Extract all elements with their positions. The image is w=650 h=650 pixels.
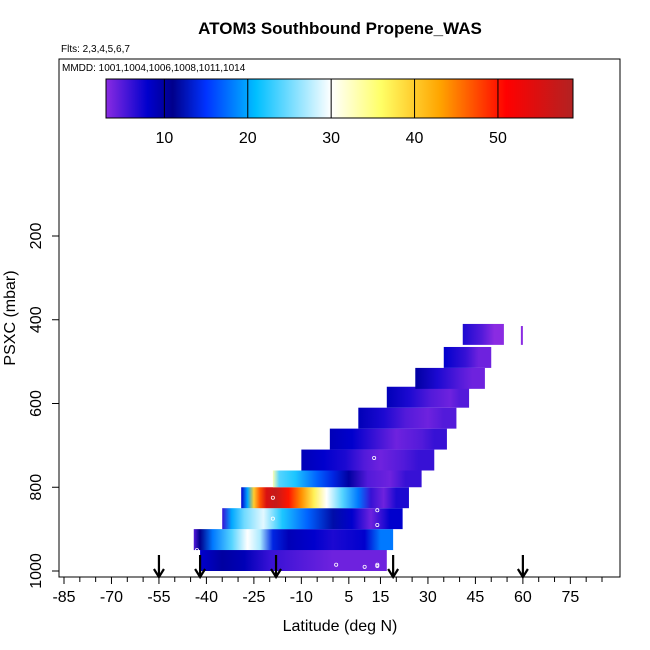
x-tick-label: 45 [467, 589, 485, 606]
flights-note: Flts: 2,3,4,5,6,7 [61, 44, 130, 55]
heatmap-cell [329, 428, 447, 450]
down-arrow-icon [387, 555, 400, 580]
x-axis-label: Latitude (deg N) [283, 618, 398, 635]
heatmap-layer [222, 508, 403, 530]
heatmap-cell [415, 367, 485, 389]
heatmap-cell [301, 449, 435, 471]
plot-frame [58, 58, 621, 578]
x-tick-label: 30 [419, 589, 437, 606]
x-tick-label: -85 [52, 589, 75, 606]
y-tick-label: 400 [28, 306, 45, 333]
x-tick-label: -25 [242, 589, 265, 606]
colorbar-tick-label: 40 [406, 130, 424, 147]
heatmap-cell [462, 323, 504, 345]
heatmap-cell [358, 407, 457, 429]
sample-point [270, 495, 275, 500]
heatmap-layer [358, 407, 457, 429]
x-tick-label: -10 [290, 589, 313, 606]
y-tick-label: 1000 [28, 553, 45, 589]
heatmap-cell [386, 386, 470, 408]
heatmap-cell [272, 470, 422, 488]
heatmap-layer [272, 470, 422, 488]
sample-point [194, 548, 199, 553]
x-tick-label: 5 [344, 589, 353, 606]
heatmap-layer [241, 487, 409, 509]
colorbar-tick-label: 20 [239, 130, 257, 147]
sample-point [375, 562, 380, 567]
x-tick-label: 75 [561, 589, 579, 606]
sample-point [270, 516, 275, 521]
sample-point [375, 522, 380, 527]
sample-point [362, 564, 367, 569]
heatmap-layer [462, 323, 504, 345]
sample-point [375, 508, 380, 513]
x-tick-label: -40 [195, 589, 218, 606]
y-axis: 200 400 600 800 1000 [28, 223, 59, 589]
sample-point [375, 563, 380, 568]
heatmap-layer [415, 367, 485, 389]
x-axis: -85 -70 -55 -40 -25 -10 5 15 30 45 60 75 [52, 577, 603, 606]
colorbar-tick-label: 30 [322, 130, 340, 147]
colorbar-tick-label: 50 [489, 130, 507, 147]
y-axis-label: PSXC (mbar) [2, 270, 19, 365]
heatmap-layer [443, 346, 492, 368]
y-tick-label: 800 [28, 474, 45, 501]
y-tick-label: 200 [28, 223, 45, 250]
heatmap-layer [193, 529, 394, 551]
x-tick-label: -70 [100, 589, 123, 606]
sample-point [334, 562, 339, 567]
dates-note: MMDD: 1001,1004,1006,1008,1011,1014 [62, 63, 246, 74]
heatmap-layer [386, 386, 470, 408]
heatmap-layer [329, 428, 447, 450]
sample-points [194, 455, 380, 569]
down-arrow-icon [516, 555, 529, 580]
heatmap-cell [222, 508, 403, 530]
sample-point [372, 455, 377, 460]
x-tick-label: 15 [372, 589, 390, 606]
y-tick-label: 600 [28, 390, 45, 417]
x-tick-label: -55 [147, 589, 170, 606]
colorbar: 10 20 30 40 50 [105, 78, 574, 147]
chart-title: ATOM3 Southbound Propene_WAS [198, 19, 482, 38]
colorbar-tick-label: 10 [155, 130, 173, 147]
heatmap-cell [241, 487, 409, 509]
x-tick-label: 60 [514, 589, 532, 606]
down-arrow-icon [153, 555, 165, 580]
heatmap-layers [193, 323, 523, 571]
heatmap-cell [443, 346, 492, 368]
heatmap-cell [193, 529, 394, 551]
colorbar-gradient [105, 78, 574, 119]
heatmap-layer [301, 449, 435, 471]
